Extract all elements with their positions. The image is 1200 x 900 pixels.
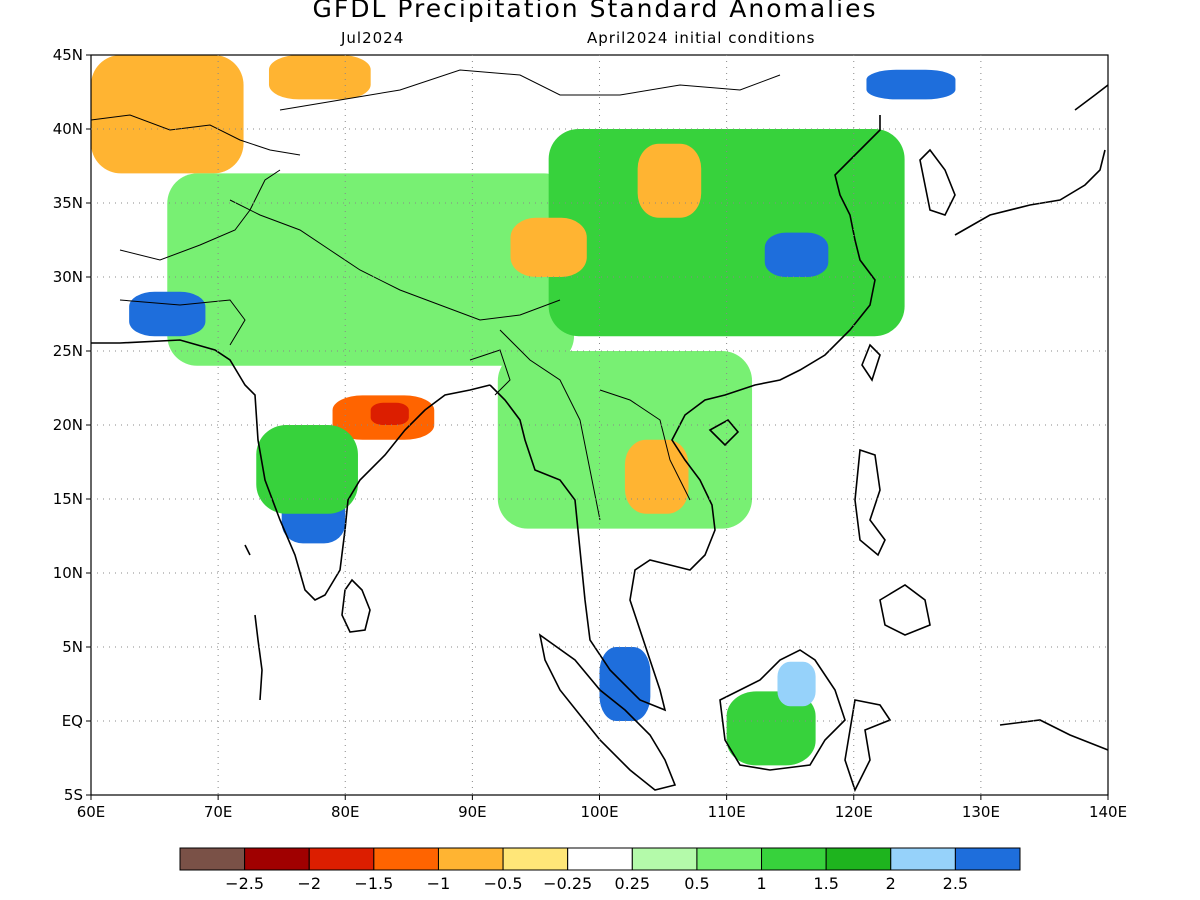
coastlines (91, 84, 1108, 793)
anomaly-region (764, 232, 829, 277)
colorbar-label: −2.5 (225, 874, 264, 893)
colorbar-swatch (890, 847, 956, 871)
anomaly-region (726, 691, 816, 766)
anomaly-region (167, 173, 575, 366)
forecast-month: Jul2024 (341, 29, 405, 47)
anomaly-region (637, 143, 702, 218)
border-central-asia (91, 114, 301, 156)
tick-label-lat: 35N (53, 194, 83, 212)
tick-label-lat: 5S (64, 786, 83, 804)
coastline-india (91, 339, 491, 601)
coastline-indochina (489, 115, 881, 712)
colorbar-swatch (308, 847, 375, 871)
tick-label-lon: 140E (1089, 803, 1127, 821)
initial-conditions: April2024 initial conditions (587, 29, 816, 47)
anomaly-region (497, 351, 753, 529)
coastline-japan (954, 84, 1108, 236)
coastline-srilanka (341, 578, 371, 633)
border-afghan (119, 299, 246, 346)
coastline-taiwan (861, 343, 881, 382)
anomaly-region (866, 69, 956, 100)
anomaly-region (268, 55, 371, 100)
border-laos (599, 389, 691, 501)
colorbar-label: 2.5 (943, 874, 968, 893)
tick-label-lat: 15N (53, 490, 83, 508)
tick-label-lon: 90E (458, 803, 487, 821)
colorbar-label: −0.25 (543, 874, 592, 893)
tick-label-lat: 40N (53, 120, 83, 138)
border-myanmar (499, 329, 601, 521)
colorbar: −2.5 −2 −1.5 −1 −0.5 −0.25 0.25 0.5 1 1.5 2 2.5 (179, 847, 1021, 893)
colorbar-label: −1 (427, 874, 451, 893)
colorbar-label: 1 (756, 874, 766, 893)
anomaly-region (370, 402, 409, 425)
colorbar-swatch (437, 847, 504, 871)
anomaly-region (91, 55, 244, 174)
coastline-sumatra (538, 633, 677, 791)
colorbar-swatch (179, 847, 246, 871)
tick-label-lat: EQ (62, 712, 83, 730)
coastline-borneo (719, 649, 846, 771)
colorbar-swatch (567, 847, 633, 871)
colorbar-label: −1.5 (354, 874, 393, 893)
tick-label-lat: 25N (53, 342, 83, 360)
colorbar-swatch (954, 847, 1021, 871)
colorbar-swatch (825, 847, 892, 871)
tick-label-lon: 120E (835, 803, 873, 821)
map-title: GFDL Precipitation Standard Anomalies (312, 0, 878, 23)
tick-label-lat: 30N (53, 268, 83, 286)
coastline-newguinea (999, 719, 1108, 751)
tick-label-lat: 20N (53, 416, 83, 434)
tick-label-lon: 70E (204, 803, 233, 821)
anomaly-region (548, 129, 905, 337)
colorbar-label: 0.25 (614, 874, 650, 893)
colorbar-swatch (373, 847, 439, 871)
anomaly-region (624, 439, 689, 514)
tick-label-lat: 5N (62, 638, 83, 656)
tick-label-lon: 80E (331, 803, 360, 821)
tick-label-lat: 10N (53, 564, 83, 582)
colorbar-swatch (696, 847, 763, 871)
country-borders (91, 69, 781, 521)
tick-label-lon: 60E (77, 803, 106, 821)
colorbar-swatch (631, 847, 698, 871)
colorbar-label: 2 (886, 874, 896, 893)
anomaly-region (256, 425, 358, 514)
border-himalaya (229, 199, 561, 321)
colorbar-label: 0.5 (684, 874, 709, 893)
coastline-luzon (854, 448, 886, 557)
tick-label-lat: 45N (53, 46, 83, 64)
coastline-mindanao (879, 584, 931, 636)
colorbar-label: −2 (297, 874, 321, 893)
coastline-korea (919, 148, 956, 216)
border-mongolia (279, 69, 781, 111)
anomaly-region (777, 661, 816, 707)
border-pakistan (119, 169, 281, 261)
anomaly-field (91, 55, 956, 766)
anomaly-region (510, 217, 587, 277)
tick-label-lon: 130E (962, 803, 1000, 821)
colorbar-label: 1.5 (813, 874, 838, 893)
coastline-hainan (708, 418, 740, 447)
axis-ticks: 60E 70E 80E 90E 100E 110E 120E 130E 140E 45N 40N 35… (53, 46, 1127, 821)
border-bangladesh (469, 349, 511, 396)
tick-label-lon: 100E (580, 803, 618, 821)
colorbar-label: −0.5 (484, 874, 523, 893)
coastline-maldives (244, 544, 263, 701)
colorbar-swatch (244, 847, 310, 871)
coastline-sulawesi (844, 699, 892, 793)
colorbar-swatch (502, 847, 569, 871)
anomaly-region (129, 291, 206, 337)
colorbar-swatch (761, 847, 827, 871)
tick-label-lon: 110E (708, 803, 746, 821)
